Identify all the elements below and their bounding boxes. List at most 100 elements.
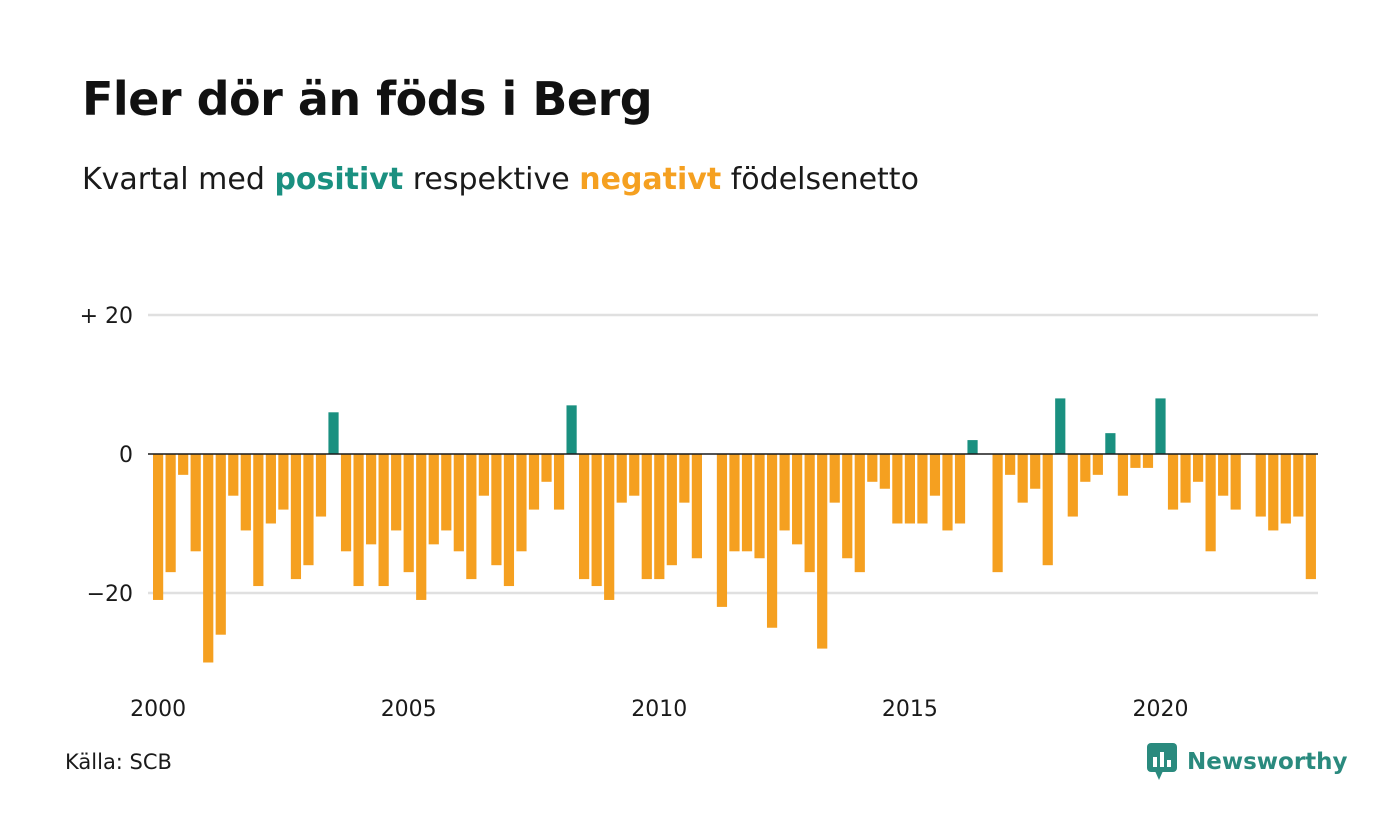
bar: [190, 454, 201, 552]
bar: [1167, 454, 1179, 510]
subtitle-middle: respektive: [412, 162, 570, 197]
axis-layer: + 20 0 −20 2000 2005 2010 2015 2020: [80, 304, 1318, 722]
x-tick-label: 2015: [882, 697, 938, 722]
subtitle-negative-keyword: negativt: [579, 162, 722, 197]
grid-layer: [148, 313, 1318, 595]
brand-name: Newsworthy: [1187, 749, 1348, 775]
bar: [428, 454, 439, 545]
bar: [829, 454, 840, 503]
bar: [992, 454, 1003, 573]
bar: [779, 454, 790, 531]
bar: [1205, 454, 1216, 552]
x-tick-label: 2010: [631, 697, 687, 722]
bar: [366, 454, 377, 545]
bar: [1130, 454, 1141, 468]
bar: [353, 454, 364, 587]
bar: [416, 454, 427, 600]
bar: [203, 454, 214, 663]
bar: [754, 454, 765, 559]
x-tick-label: 2000: [130, 697, 186, 722]
bar: [929, 454, 941, 496]
bar: [1180, 454, 1191, 503]
bar: [240, 454, 251, 531]
bar: [679, 454, 690, 503]
bar: [1030, 454, 1041, 489]
bar: [1268, 454, 1279, 531]
bar: [804, 454, 815, 573]
bar: [340, 454, 352, 552]
bar: [716, 454, 728, 607]
bar: [817, 454, 828, 649]
bar: [879, 454, 890, 489]
bar: [153, 454, 164, 600]
bar: [516, 454, 527, 552]
bar: [253, 454, 264, 587]
bar: [741, 454, 753, 552]
bar: [842, 454, 853, 559]
bar: [553, 454, 565, 510]
chart-subtitle: Kvartal med positivt respektive negativt…: [82, 162, 919, 197]
bar: [453, 454, 464, 552]
bar: [917, 454, 928, 524]
x-tick-label: 2005: [381, 697, 437, 722]
bar: [942, 454, 953, 531]
bar: [391, 454, 402, 531]
bar: [766, 454, 778, 628]
bar: [629, 454, 640, 496]
bar: [566, 405, 577, 454]
bar: [1305, 454, 1316, 580]
bar: [641, 454, 652, 580]
x-tick-label: 2020: [1133, 697, 1189, 722]
bar: [178, 454, 189, 475]
brand-logo[interactable]: Newsworthy: [1147, 742, 1348, 782]
bar: [315, 454, 327, 517]
bar: [228, 454, 239, 496]
bar: [278, 454, 289, 510]
bar: [1293, 454, 1304, 517]
bar: [378, 454, 389, 587]
source-note: Källa: SCB: [65, 750, 172, 774]
bar: [528, 454, 540, 510]
bar: [854, 454, 865, 573]
bar: [904, 454, 915, 524]
bar-chart: + 20 0 −20 2000 2005 2010 2015 2020: [80, 304, 1318, 722]
bar: [591, 454, 602, 587]
bar: [503, 454, 515, 587]
bar: [165, 454, 176, 573]
bar: [215, 454, 226, 635]
bar: [441, 454, 452, 531]
bar: [478, 454, 489, 496]
bar: [403, 454, 414, 573]
bar: [1117, 454, 1129, 496]
bar: [1067, 454, 1078, 517]
bar: [466, 454, 477, 580]
bar: [691, 454, 702, 559]
bar: [1155, 398, 1166, 454]
bar: [1230, 454, 1241, 510]
y-tick-label: 0: [119, 443, 133, 468]
bar: [1192, 454, 1204, 482]
subtitle-prefix: Kvartal med: [82, 162, 265, 197]
bar: [1080, 454, 1091, 482]
bar: [729, 454, 740, 552]
subtitle-suffix: födelsenetto: [730, 162, 919, 197]
y-tick-label: −20: [87, 582, 133, 607]
bar: [1017, 454, 1028, 503]
bar: [579, 454, 590, 580]
bar: [792, 454, 803, 545]
bar: [954, 454, 966, 524]
newsworthy-logo-icon: [1147, 743, 1177, 780]
bar: [541, 454, 552, 482]
bar: [892, 454, 903, 524]
bar: [265, 454, 276, 524]
bar-layer: [153, 398, 1316, 663]
bar: [290, 454, 302, 580]
bar: [1280, 454, 1291, 524]
bar: [1092, 454, 1103, 475]
bar: [1005, 454, 1016, 475]
bar: [1042, 454, 1053, 566]
bar: [1218, 454, 1229, 496]
bar: [303, 454, 314, 566]
y-tick-label: + 20: [80, 304, 133, 329]
bar: [654, 454, 665, 580]
